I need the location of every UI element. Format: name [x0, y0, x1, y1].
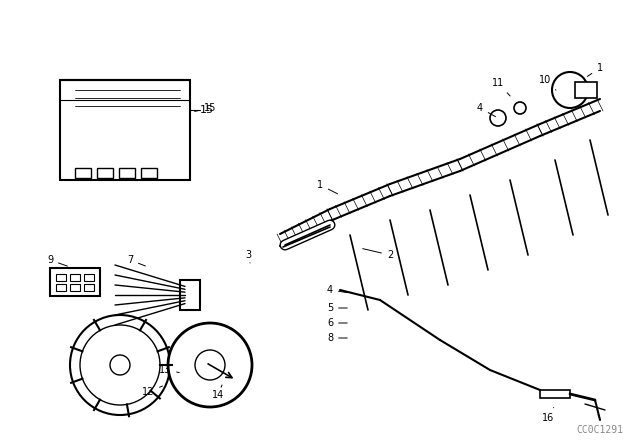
- Text: 16: 16: [542, 407, 554, 423]
- Circle shape: [168, 323, 252, 407]
- Text: 9: 9: [47, 255, 67, 266]
- Text: 2: 2: [363, 249, 393, 260]
- Circle shape: [80, 325, 160, 405]
- Text: 12: 12: [142, 386, 163, 397]
- Circle shape: [110, 355, 130, 375]
- Text: CC0C1291: CC0C1291: [577, 425, 623, 435]
- Circle shape: [195, 350, 225, 380]
- Bar: [575, 82, 597, 98]
- Bar: [84, 284, 94, 291]
- Text: 11: 11: [492, 78, 510, 96]
- Text: 3: 3: [245, 250, 251, 263]
- Text: 15: 15: [195, 103, 216, 113]
- Text: 10: 10: [539, 75, 556, 90]
- Text: 5: 5: [327, 303, 348, 313]
- Circle shape: [552, 72, 588, 108]
- Bar: [56, 284, 66, 291]
- Bar: [75, 168, 91, 178]
- Text: 1: 1: [588, 63, 603, 77]
- Text: 4: 4: [327, 285, 348, 295]
- Circle shape: [514, 102, 526, 114]
- Bar: [60, 80, 190, 180]
- Bar: [97, 168, 113, 178]
- Bar: [56, 274, 66, 281]
- Text: 15: 15: [200, 105, 214, 115]
- Bar: [141, 168, 157, 178]
- Text: 1: 1: [317, 180, 337, 194]
- Bar: [70, 284, 80, 291]
- Bar: [119, 168, 135, 178]
- Text: 7: 7: [127, 255, 145, 266]
- Bar: [50, 268, 100, 296]
- Text: 8: 8: [327, 333, 348, 343]
- Bar: [84, 274, 94, 281]
- Circle shape: [490, 110, 506, 126]
- Text: 14: 14: [212, 385, 224, 400]
- Text: 13: 13: [159, 365, 179, 375]
- Bar: [540, 390, 570, 398]
- Text: 6: 6: [327, 318, 348, 328]
- Bar: [70, 274, 80, 281]
- Text: 4: 4: [477, 103, 495, 116]
- Circle shape: [70, 315, 170, 415]
- Bar: [180, 280, 200, 310]
